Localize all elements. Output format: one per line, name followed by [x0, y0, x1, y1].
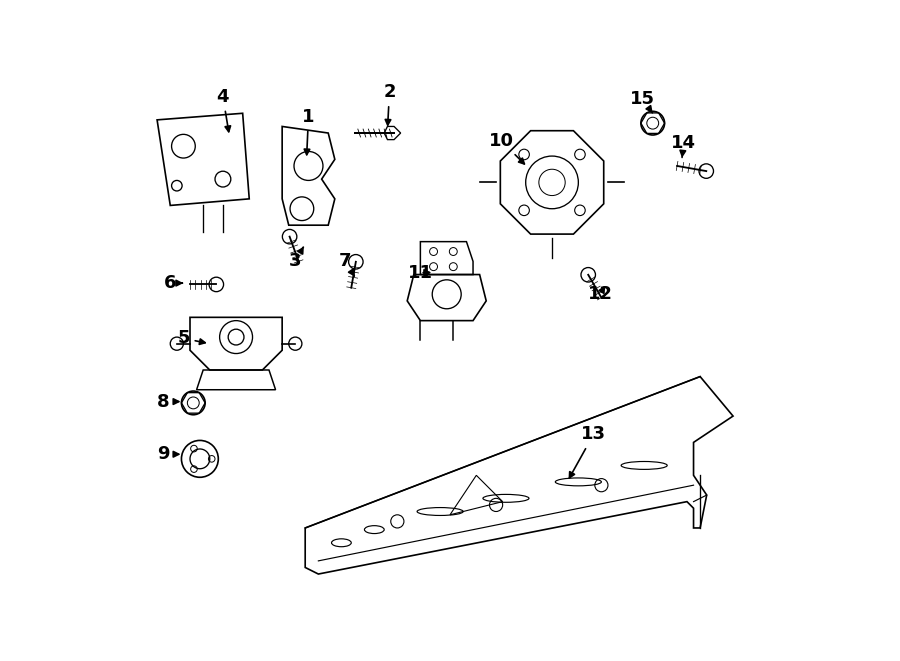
- Text: 4: 4: [217, 88, 230, 132]
- Text: 1: 1: [302, 108, 315, 155]
- Text: 2: 2: [383, 83, 396, 125]
- Text: 11: 11: [408, 264, 433, 282]
- Text: 9: 9: [158, 446, 179, 463]
- Text: 8: 8: [158, 393, 179, 410]
- Text: 7: 7: [338, 253, 355, 276]
- Text: 5: 5: [177, 329, 205, 348]
- Text: 13: 13: [570, 426, 606, 478]
- Text: 6: 6: [164, 274, 183, 292]
- Text: 15: 15: [630, 90, 654, 113]
- Text: 12: 12: [588, 286, 613, 303]
- Text: 10: 10: [489, 132, 525, 164]
- Text: 3: 3: [289, 247, 303, 270]
- Text: 14: 14: [671, 134, 697, 157]
